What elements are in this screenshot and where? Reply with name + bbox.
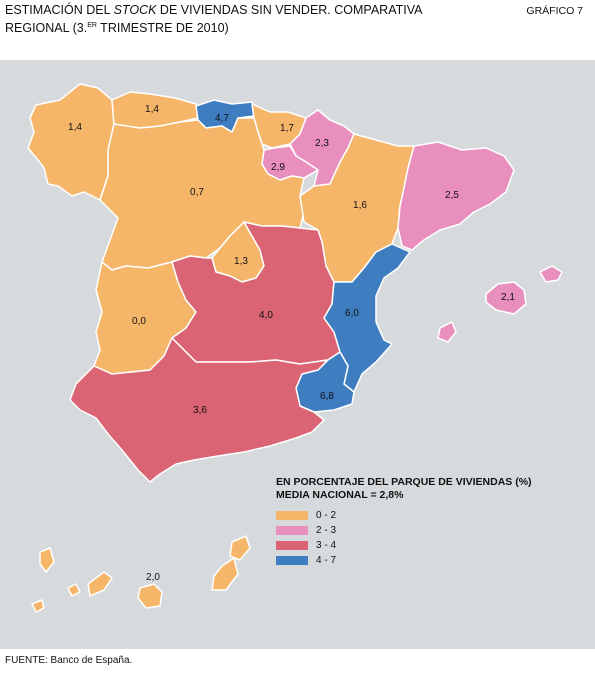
region-canarias-gran-canaria[interactable] <box>137 583 163 609</box>
label-andalucia: 3,6 <box>193 405 207 416</box>
legend-label: 0 - 2 <box>316 509 337 521</box>
label-navarra: 2,3 <box>315 138 329 149</box>
label-baleares: 2,1 <box>501 292 515 303</box>
region-baleares-mallorca[interactable] <box>485 281 527 315</box>
label-canarias: 2,0 <box>146 572 160 583</box>
legend-swatch <box>276 555 308 565</box>
label-extremadura: 0,0 <box>132 316 146 327</box>
label-murcia: 6,8 <box>320 391 334 402</box>
label-la-rioja: 2,9 <box>271 162 285 173</box>
source-note: FUENTE: Banco de España. <box>5 655 133 666</box>
title-text-5: TRIMESTRE DE 2010) <box>96 21 229 36</box>
title-line-1: ESTIMACIÓN DEL STOCK DE VIVIENDAS SIN VE… <box>5 3 485 18</box>
label-pais-vasco: 1,7 <box>280 123 294 134</box>
label-galicia: 1,4 <box>68 122 82 133</box>
legend-heading-1: EN PORCENTAJE DEL PARQUE DE VIVIENDAS (%… <box>276 476 532 488</box>
region-baleares-menorca[interactable] <box>539 265 563 283</box>
legend-item: 3 - 4 <box>276 538 532 552</box>
label-aragon: 1,6 <box>353 200 367 211</box>
title-text-italic: STOCK <box>113 3 157 17</box>
region-canarias-lanzarote[interactable] <box>229 535 251 561</box>
region-canarias-gomera[interactable] <box>67 583 81 597</box>
legend-swatch <box>276 525 308 535</box>
map-panel: 1,4 1,4 4,7 1,7 2,3 2,9 0,7 1,6 2,5 1,3 … <box>0 60 595 649</box>
legend-label: 2 - 3 <box>316 524 337 536</box>
title-text-1: ESTIMACIÓN DEL <box>5 3 114 17</box>
figure-number: GRÁFICO 7 <box>526 5 583 17</box>
region-galicia[interactable] <box>27 83 115 201</box>
label-castilla-leon: 0,7 <box>190 187 204 198</box>
region-canarias-hierro[interactable] <box>31 599 45 613</box>
label-asturias: 1,4 <box>145 104 159 115</box>
region-cataluna[interactable] <box>397 141 515 251</box>
legend-item: 0 - 2 <box>276 508 532 522</box>
legend-item: 2 - 3 <box>276 523 532 537</box>
legend-swatch <box>276 510 308 520</box>
title-superscript: er <box>87 22 97 29</box>
spain-map: 1,4 1,4 4,7 1,7 2,3 2,9 0,7 1,6 2,5 1,3 … <box>27 83 563 613</box>
region-canarias-tenerife[interactable] <box>87 571 113 597</box>
label-cataluna: 2,5 <box>445 190 459 201</box>
region-baleares-ibiza[interactable] <box>437 321 457 343</box>
map-legend: EN PORCENTAJE DEL PARQUE DE VIVIENDAS (%… <box>276 476 532 567</box>
region-canarias-la-palma[interactable] <box>39 547 55 573</box>
title-line-2: REGIONAL (3.er TRIMESTRE DE 2010) <box>5 18 485 36</box>
legend-heading-2: MEDIA NACIONAL = 2,8% <box>276 489 404 501</box>
label-cantabria: 4,7 <box>215 113 229 124</box>
region-andalucia[interactable] <box>69 337 329 483</box>
legend-swatch <box>276 540 308 550</box>
title-text-3: DE VIVIENDAS SIN VENDER. COMPARATIVA <box>156 3 423 17</box>
chart-title: ESTIMACIÓN DEL STOCK DE VIVIENDAS SIN VE… <box>5 3 485 36</box>
title-text-4: REGIONAL (3. <box>5 21 88 36</box>
region-comunidad-valenciana[interactable] <box>323 243 411 393</box>
label-comunidad-valenciana: 6,0 <box>345 308 359 319</box>
legend-item: 4 - 7 <box>276 553 532 567</box>
region-canarias-fuerteventura[interactable] <box>211 557 239 591</box>
legend-label: 3 - 4 <box>316 539 337 551</box>
legend-label: 4 - 7 <box>316 554 337 566</box>
label-castilla-la-mancha: 4,0 <box>259 310 273 321</box>
label-madrid: 1,3 <box>234 256 248 267</box>
